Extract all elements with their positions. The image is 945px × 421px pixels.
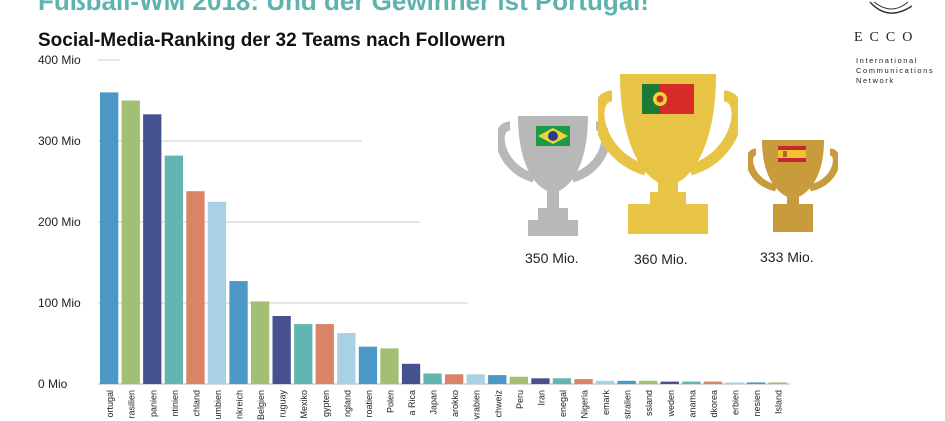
x-tick-label: erbien: [731, 390, 741, 415]
x-tick-label: Peru: [515, 390, 525, 409]
bar: [445, 374, 464, 384]
bar: [531, 378, 550, 384]
bar: [337, 333, 356, 384]
trophy-label-brazil: 350 Mio.: [525, 250, 579, 266]
x-tick-label: Nigeria: [580, 390, 590, 419]
bar: [768, 382, 787, 384]
bar: [488, 375, 507, 384]
bar: [315, 324, 334, 384]
x-tick-label: Belgien: [256, 390, 266, 420]
bar: [746, 382, 766, 384]
x-tick-label: Iran: [536, 390, 546, 406]
bronze-trophy-icon: [748, 140, 838, 232]
x-tick-label: vrabien: [472, 390, 482, 420]
x-tick-label: ortugal: [105, 390, 115, 418]
y-tick-label: 300 Mio: [38, 134, 81, 148]
x-tick-label: roatien: [364, 390, 374, 418]
bar: [358, 346, 378, 384]
x-tick-label: enegal: [558, 390, 568, 417]
bar: [552, 378, 572, 384]
y-tick-label: 0 Mio: [38, 377, 68, 391]
bar: [380, 348, 399, 384]
bar: [143, 114, 162, 385]
headline: Fußball-WM 2018: Und der Gewinner ist Po…: [38, 0, 650, 16]
bar: [660, 381, 679, 384]
x-tick-label: chweiz: [493, 390, 503, 418]
x-tick-label: panien: [148, 390, 158, 417]
bar: [294, 324, 313, 384]
x-tick-label: gypten: [321, 390, 331, 417]
ecco-logo: ECCO International Communications Networ…: [848, 0, 938, 90]
bar: [186, 191, 205, 384]
bar: [207, 201, 227, 385]
portugal-flag-icon: [642, 84, 694, 114]
bar: [595, 380, 615, 384]
globe-swirl-icon: [869, 1, 913, 14]
x-tick-label: Japan: [429, 390, 439, 415]
bar: [229, 281, 248, 384]
x-tick-label: Polen: [386, 390, 396, 413]
bar: [423, 373, 442, 384]
x-tick-label: stralien: [623, 390, 633, 419]
bar: [250, 301, 270, 384]
x-tick-label: weden: [666, 390, 676, 418]
trophy-label-spain: 333 Mio.: [760, 249, 814, 265]
gold-trophy-icon: [598, 74, 738, 234]
bar: [100, 92, 119, 385]
bar: [164, 155, 183, 384]
x-tick-label: emark: [601, 390, 611, 416]
bar: [617, 380, 636, 384]
x-tick-label: arokko: [450, 390, 460, 417]
x-tick-label: Mexiko: [299, 390, 309, 419]
x-tick-label: ruguay: [278, 390, 288, 418]
y-tick-label: 100 Mio: [38, 296, 81, 310]
bar: [466, 374, 485, 384]
x-tick-label: rasilien: [127, 390, 137, 419]
logo-line-1: International: [856, 56, 919, 65]
x-tick-label: nesien: [752, 390, 762, 417]
y-tick-label: 400 Mio: [38, 53, 81, 67]
bar: [725, 382, 744, 384]
bar: [401, 363, 421, 385]
logo-word: ECCO: [854, 30, 920, 45]
bar: [121, 100, 140, 384]
x-tick-label: a Rica: [407, 390, 417, 416]
bar: [509, 376, 528, 384]
x-tick-label: Island: [774, 390, 784, 414]
x-tick-label: ngland: [342, 390, 352, 417]
x-tick-label: chland: [191, 390, 201, 417]
x-tick-label: nkreich: [235, 390, 245, 419]
bar: [703, 381, 723, 384]
trophy-label-portugal: 360 Mio.: [634, 251, 688, 267]
x-tick-label: ssland: [644, 390, 654, 416]
x-tick-label: dkorea: [709, 390, 719, 418]
logo-line-3: Network: [856, 76, 895, 85]
logo-line-2: Communications: [856, 66, 935, 75]
chart-subtitle: Social-Media-Ranking der 32 Teams nach F…: [38, 30, 506, 51]
bar: [574, 379, 593, 384]
x-tick-label: anama: [687, 390, 697, 418]
x-tick-label: umbien: [213, 390, 223, 420]
spain-flag-icon: [778, 146, 806, 162]
bar: [682, 381, 701, 384]
y-tick-label: 200 Mio: [38, 215, 81, 229]
x-tick-label: ntinien: [170, 390, 180, 417]
bar: [639, 380, 658, 384]
silver-trophy-icon: [498, 116, 608, 236]
bar: [272, 316, 291, 384]
brazil-flag-icon: [536, 126, 570, 146]
